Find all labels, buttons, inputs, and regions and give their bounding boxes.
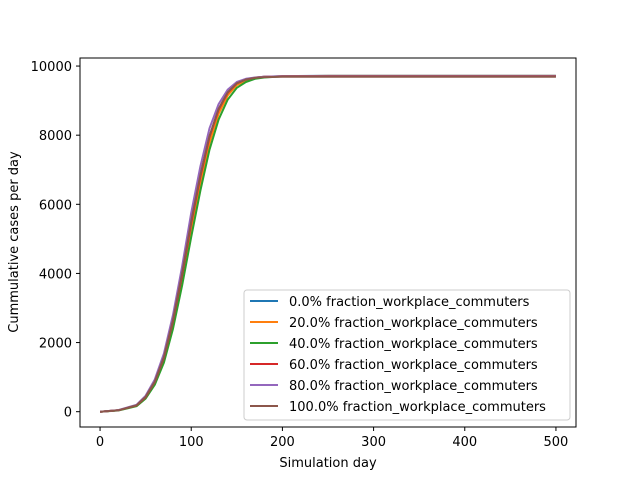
y-tick-label-1: 2000 xyxy=(39,337,72,352)
x-tick-label-4: 400 xyxy=(452,435,477,450)
x-axis-ticks: 0 100 200 300 400 500 xyxy=(96,427,568,450)
x-tick-label-1: 100 xyxy=(179,435,204,450)
legend-label-4: 80.0% fraction_workplace_commuters xyxy=(289,379,538,394)
y-tick-label-2: 4000 xyxy=(39,267,72,282)
y-tick-label-3: 6000 xyxy=(39,198,72,213)
legend-label-2: 40.0% fraction_workplace_commuters xyxy=(289,337,538,352)
x-tick-label-0: 0 xyxy=(96,435,104,450)
series-lines xyxy=(100,74,556,413)
y-axis-ticks: 0 2000 4000 6000 8000 10000 xyxy=(31,60,80,421)
x-tick-label-2: 200 xyxy=(270,435,295,450)
y-tick-label-4: 8000 xyxy=(39,129,72,144)
y-tick-label-5: 10000 xyxy=(31,60,72,75)
legend-box xyxy=(243,289,571,421)
legend-label-5: 100.0% fraction_workplace_commuters xyxy=(289,400,546,415)
x-tick-label-3: 300 xyxy=(361,435,386,450)
legend-label-3: 60.0% fraction_workplace_commuters xyxy=(289,358,538,373)
legend-label-1: 20.0% fraction_workplace_commuters xyxy=(289,316,538,331)
series-line-5 xyxy=(100,75,556,413)
x-axis-label: Simulation day xyxy=(279,456,377,471)
legend: 0.0% fraction_workplace_commuters 20.0% f… xyxy=(243,289,571,421)
x-tick-label-5: 500 xyxy=(544,435,569,450)
y-axis-label: Cummulative cases per day xyxy=(7,151,22,333)
y-tick-label-0: 0 xyxy=(64,406,72,421)
plot-frame xyxy=(79,57,577,428)
legend-label-0: 0.0% fraction_workplace_commuters xyxy=(289,295,530,310)
